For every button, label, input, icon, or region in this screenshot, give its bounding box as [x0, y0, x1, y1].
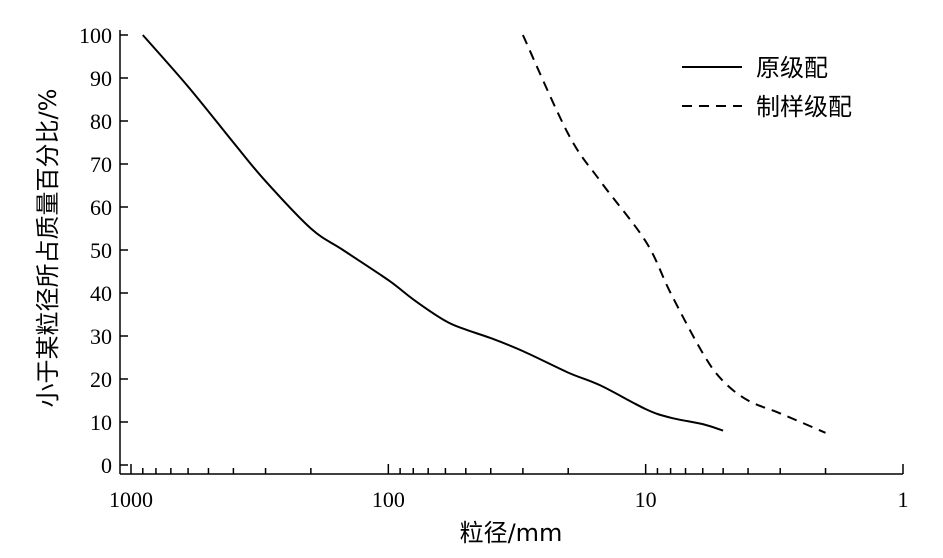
y-tick-label: 10 — [90, 410, 112, 435]
x-ticks: 1000 100 10 1 — [109, 464, 909, 512]
x-tick-label: 10 — [635, 487, 657, 512]
y-tick-label: 90 — [90, 66, 112, 91]
series-line-sample — [521, 34, 826, 434]
x-axis-title: 粒径/mm — [460, 519, 563, 547]
legend: 原级配 制样级配 — [682, 54, 852, 121]
series-line-original — [142, 34, 724, 432]
y-tick-label: 80 — [90, 109, 112, 134]
y-tick-label: 0 — [101, 453, 112, 478]
legend-label-sample: 制样级配 — [756, 93, 852, 121]
y-tick-label: 20 — [90, 367, 112, 392]
y-tick-label: 50 — [90, 238, 112, 263]
y-ticks: 0 10 20 30 40 50 60 70 80 90 100 — [79, 23, 128, 478]
y-tick-label: 60 — [90, 195, 112, 220]
y-tick-label: 30 — [90, 324, 112, 349]
legend-label-original: 原级配 — [756, 54, 828, 82]
x-tick-label: 1 — [898, 487, 909, 512]
axes — [119, 30, 903, 475]
series-layer — [142, 34, 826, 434]
y-axis-title: 小于某粒径所占质量百分比/% — [34, 89, 62, 408]
y-tick-label: 40 — [90, 281, 112, 306]
x-tick-label: 1000 — [109, 487, 153, 512]
y-tick-label: 100 — [79, 23, 112, 48]
x-tick-label: 100 — [372, 487, 405, 512]
y-tick-label: 70 — [90, 152, 112, 177]
